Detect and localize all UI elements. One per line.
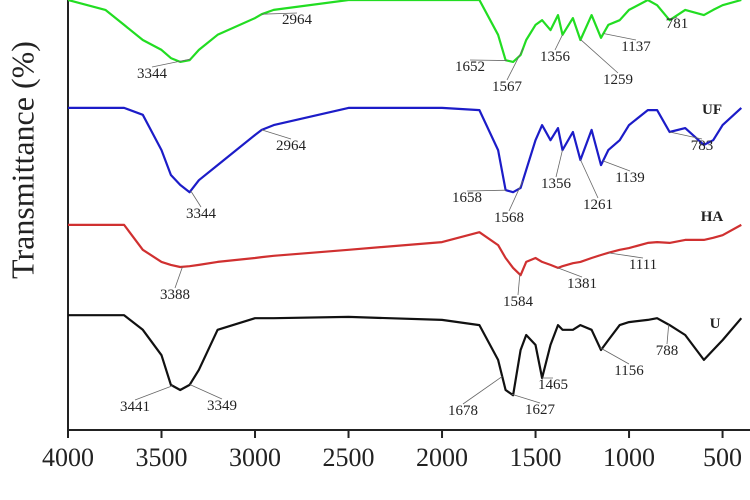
peak-label: 1381 (567, 276, 597, 292)
peak-leader (554, 34, 563, 51)
peak-label: 1137 (621, 39, 651, 55)
peak-label: 3388 (160, 287, 190, 303)
peak-leader (261, 12, 298, 15)
peak-leader (506, 48, 524, 81)
peak-label: 1567 (492, 79, 523, 95)
peak-label: 3344 (137, 66, 168, 82)
plot-area (68, 0, 743, 397)
peak-label: 1465 (538, 377, 568, 393)
peak-label: 1139 (615, 170, 644, 186)
peak-label: 1111 (629, 257, 657, 273)
peak-leader (666, 324, 670, 345)
peak-leader (261, 129, 292, 140)
y-axis-label: Transmittance (%) (4, 41, 40, 279)
peak-label: 2964 (276, 138, 307, 154)
peak-label: 1259 (603, 72, 633, 88)
series-name: HA (701, 209, 724, 225)
peak-leader (151, 58, 191, 68)
peak-leader (174, 266, 183, 289)
peak-leader (669, 131, 703, 140)
peak-leader (580, 39, 619, 74)
peak-leader (189, 384, 223, 400)
peak-label: 1584 (503, 294, 534, 310)
series-name: UF (702, 102, 722, 118)
peak-label: 1261 (583, 197, 613, 213)
peak-leader (462, 376, 503, 405)
peak-label: 3349 (207, 398, 237, 414)
peak-leader (602, 160, 631, 172)
peak-leader (517, 274, 521, 296)
peak-leader (557, 267, 583, 278)
series-line (68, 0, 742, 63)
peak-label: 1356 (541, 176, 572, 192)
series-line (68, 314, 743, 397)
peak-label: 1658 (452, 190, 482, 206)
peak-leader (555, 149, 563, 178)
peak-leader (608, 252, 644, 259)
peak-leader (190, 190, 202, 208)
peak-label: 2964 (282, 12, 313, 28)
peak-leader (508, 180, 524, 212)
x-tick-label: 4000 (42, 443, 94, 472)
peak-label: 3344 (186, 206, 217, 222)
peak-label: 781 (666, 16, 689, 32)
peak-leader (599, 347, 630, 365)
peak-leader (469, 59, 508, 61)
peak-leader (511, 393, 541, 404)
peak-label: 783 (691, 138, 714, 154)
peak-label: 1568 (494, 210, 524, 226)
series-line (68, 223, 742, 277)
peak-label: 1678 (448, 403, 478, 419)
x-tick-label: 500 (703, 443, 742, 472)
peak-label: 1156 (614, 363, 644, 379)
peak-leader (579, 159, 599, 199)
series-name: U (710, 316, 721, 332)
x-tick-label: 2000 (416, 443, 468, 472)
x-tick-label: 1500 (510, 443, 562, 472)
peak-label: 1356 (540, 49, 571, 65)
series-line (68, 106, 743, 194)
peak-label: 788 (656, 343, 679, 359)
peak-leader (134, 385, 173, 401)
peak-leader (466, 189, 507, 192)
peak-label: 1652 (455, 59, 485, 75)
x-tick-label: 2500 (323, 443, 375, 472)
peak-leader (603, 33, 637, 41)
peak-label: 3441 (120, 399, 150, 415)
x-tick-label: 1000 (603, 443, 655, 472)
x-tick-label: 3000 (229, 443, 281, 472)
x-tick-label: 3500 (136, 443, 188, 472)
peak-leader (669, 16, 678, 21)
peak-label: 1627 (525, 402, 556, 418)
